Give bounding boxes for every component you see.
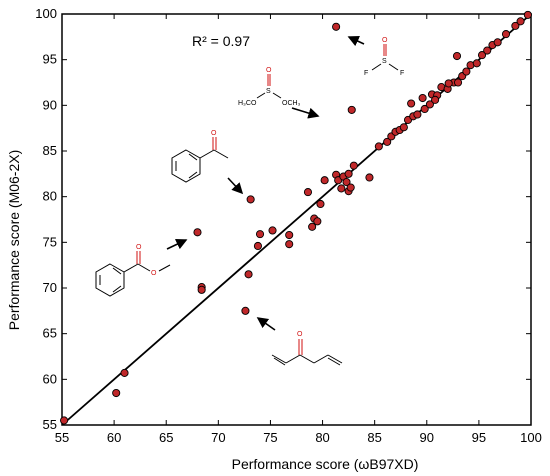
data-points — [60, 10, 532, 425]
data-point — [285, 230, 294, 240]
data-point — [342, 178, 351, 187]
annotation-arrows — [166, 35, 365, 331]
data-point — [112, 388, 121, 398]
data-point — [365, 173, 374, 182]
y-tick-label: 65 — [43, 326, 57, 341]
axis-ticks: 55 60 65 70 75 80 85 90 95 100 55 60 65 70 75 80 85 90 95 1… — [35, 6, 542, 445]
data-point — [313, 217, 322, 226]
data-point — [197, 285, 206, 294]
molecule-acetophenone — [171, 137, 229, 183]
atom-label: F — [400, 70, 404, 77]
y-tick-label: 75 — [43, 234, 57, 249]
arrow-methyl-benzoate — [166, 239, 188, 250]
y-tick-label: 95 — [43, 52, 57, 67]
data-point — [268, 226, 277, 235]
x-tick-label: 75 — [263, 430, 277, 445]
atom-label: S — [266, 88, 271, 95]
data-point — [60, 416, 69, 425]
y-tick-label: 90 — [43, 97, 57, 112]
data-point — [246, 195, 255, 204]
x-axis-title: Performance score (ωB97XD) — [232, 456, 419, 472]
data-point — [374, 142, 383, 151]
x-tick-label: 85 — [367, 430, 381, 445]
molecule-dimethyl-sulfite — [256, 74, 282, 99]
data-point — [493, 38, 502, 47]
y-tick-label: 55 — [43, 417, 57, 432]
x-tick-label: 95 — [472, 430, 486, 445]
x-tick-label: 90 — [420, 430, 434, 445]
x-tick-label: 60 — [107, 430, 121, 445]
data-point — [418, 93, 427, 103]
data-point — [337, 184, 346, 193]
plot-frame — [61, 13, 532, 426]
data-point — [285, 240, 294, 249]
x-tick-label: 65 — [159, 430, 173, 445]
data-point — [420, 104, 429, 114]
atom-label: O — [382, 37, 388, 44]
r-squared-annotation: R² = 0.97 — [192, 33, 250, 49]
data-point — [347, 105, 356, 114]
x-tick-label: 55 — [55, 430, 69, 445]
data-point — [453, 78, 463, 87]
data-point — [462, 67, 471, 76]
arrow-acetophenone — [227, 177, 244, 195]
data-point — [255, 230, 265, 239]
x-tick-label: 70 — [211, 430, 225, 445]
data-point — [320, 176, 329, 185]
data-point — [383, 137, 392, 146]
y-tick-label: 70 — [43, 280, 57, 295]
data-point — [444, 79, 453, 88]
data-point — [407, 99, 416, 108]
y-axis-title: Performance score (M06-2X) — [6, 150, 22, 331]
data-point — [425, 100, 434, 109]
molecule-sulfonyl-fluoride — [371, 44, 399, 71]
plot-border — [61, 13, 532, 426]
y-tick-label: 80 — [43, 189, 57, 204]
data-point — [303, 188, 313, 197]
data-point — [193, 228, 202, 237]
data-point — [431, 95, 440, 104]
atom-label: O — [136, 244, 142, 251]
molecule-methyl-benzoate — [95, 251, 171, 297]
data-point — [241, 306, 250, 315]
atom-label: O — [211, 130, 217, 137]
data-point — [511, 21, 520, 30]
y-tick-label: 85 — [43, 143, 57, 158]
data-point — [483, 46, 492, 55]
data-point — [344, 169, 353, 178]
data-point — [501, 30, 511, 39]
x-tick-label: 80 — [315, 430, 329, 445]
arrow-dimethyl-sulfite — [291, 107, 320, 119]
x-tick-label: 100 — [520, 430, 542, 445]
data-point — [308, 222, 317, 231]
data-point — [477, 51, 487, 60]
atom-label: O — [151, 270, 157, 277]
data-point — [452, 51, 462, 61]
data-point — [399, 123, 408, 132]
data-point — [332, 22, 341, 31]
y-tick-label: 100 — [35, 6, 57, 21]
data-point — [120, 368, 129, 377]
data-point — [346, 183, 355, 192]
atom-label: H₃CO — [238, 100, 257, 107]
atom-label: OCH₃ — [282, 100, 301, 107]
data-point — [253, 241, 262, 251]
arrow-divinyl-ketone — [256, 317, 276, 331]
data-point — [244, 270, 253, 279]
arrow-sulfonyl-fluoride — [347, 35, 365, 47]
atom-label: S — [382, 58, 387, 65]
y-tick-label: 60 — [43, 371, 57, 386]
atom-label: O — [266, 67, 272, 74]
data-point — [413, 110, 422, 119]
data-point — [316, 199, 325, 209]
atom-label: F — [364, 70, 368, 77]
data-point — [516, 17, 525, 26]
data-point — [523, 10, 532, 19]
atom-label: O — [297, 331, 303, 338]
molecule-divinyl-ketone — [271, 339, 343, 366]
data-point — [472, 59, 481, 68]
data-point — [349, 161, 358, 170]
